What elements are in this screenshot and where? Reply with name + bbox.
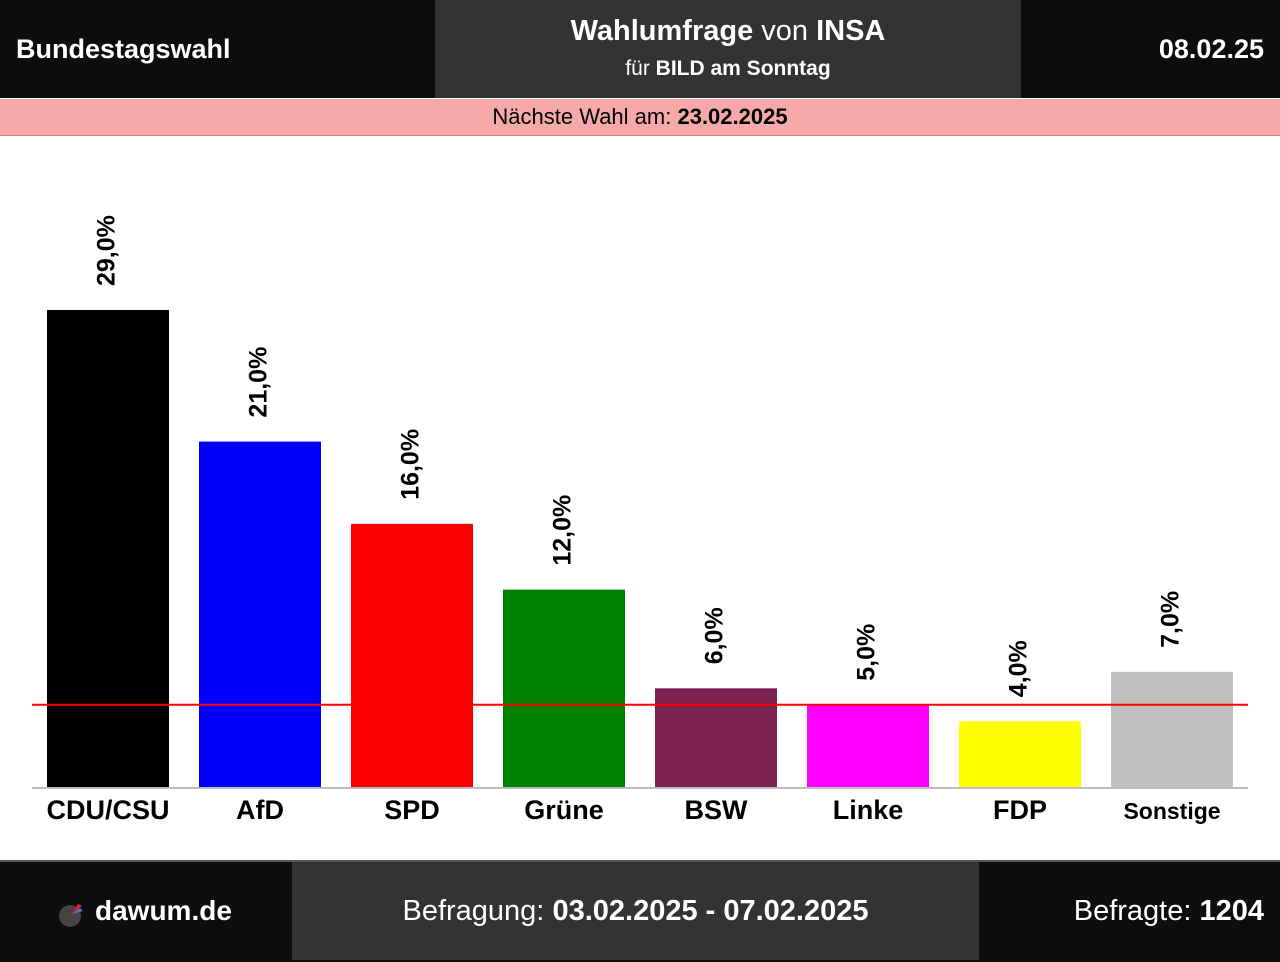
publish-date: 08.02.25	[1158, 34, 1264, 64]
footer: dawum.de Befragung: 03.02.2025 - 07.02.2…	[0, 860, 1280, 962]
bar-linke	[807, 704, 929, 787]
category-label: BSW	[685, 795, 749, 825]
category-label: FDP	[993, 795, 1047, 825]
dawum-logo-icon	[59, 904, 83, 927]
value-label: 4,0%	[1005, 640, 1033, 697]
survey-period-value: 03.02.2025 - 07.02.2025	[552, 895, 869, 927]
bar-sonstige	[1111, 671, 1233, 787]
category-label: Grüne	[524, 795, 604, 825]
site-name: dawum.de	[95, 895, 232, 926]
category-label: CDU/CSU	[46, 795, 169, 825]
category-label: Linke	[833, 795, 904, 825]
value-label: 21,0%	[245, 347, 273, 418]
poll-title-von: von	[761, 15, 809, 47]
poll-client: für BILD am Sonntag	[435, 55, 1021, 83]
value-label: 16,0%	[397, 429, 425, 500]
respondents: Befragte: 1204	[1074, 862, 1264, 960]
bar-chart: 29,0% CDU/CSU 21,0% AfD 16,0% SPD 12,0% Grüne 6,…	[32, 215, 1248, 825]
survey-period: Befragung: 03.02.2025 - 07.02.2025	[292, 862, 979, 960]
value-label: 12,0%	[549, 495, 577, 566]
poll-title-bold: Wahlumfrage	[570, 15, 754, 47]
value-label: 7,0%	[1157, 591, 1185, 648]
next-election-banner: Nächste Wahl am: 23.02.2025	[0, 99, 1280, 136]
respondents-value: 1204	[1199, 895, 1264, 927]
client-for-label: für	[625, 57, 650, 80]
bar-fdp	[959, 721, 1081, 787]
bar-cdu-csu	[47, 310, 169, 787]
bar-spd	[351, 523, 473, 787]
poll-title: Wahlumfrage von INSA	[435, 14, 1021, 48]
header: Bundestagswahl Wahlumfrage von INSA für …	[0, 0, 1280, 98]
bar-gr-ne	[503, 589, 625, 787]
client-name: BILD am Sonntag	[655, 57, 831, 80]
respondents-label: Befragte:	[1073, 895, 1192, 927]
value-label: 6,0%	[701, 607, 729, 664]
site-brand[interactable]: dawum.de	[0, 862, 292, 960]
category-label: AfD	[236, 795, 284, 825]
bar-bsw	[655, 688, 777, 787]
survey-period-label: Befragung:	[402, 895, 545, 927]
category-label: Sonstige	[1123, 798, 1220, 824]
value-label: 5,0%	[853, 624, 881, 681]
next-election-date: 23.02.2025	[677, 104, 788, 129]
bar-afd	[199, 441, 321, 787]
next-election-label: Nächste Wahl am:	[492, 104, 672, 129]
category-label: SPD	[384, 795, 440, 825]
poll-title-panel: Wahlumfrage von INSA für BILD am Sonntag	[435, 0, 1021, 98]
election-type: Bundestagswahl	[16, 34, 231, 64]
institute-name: INSA	[816, 15, 886, 47]
value-label: 29,0%	[93, 215, 121, 286]
